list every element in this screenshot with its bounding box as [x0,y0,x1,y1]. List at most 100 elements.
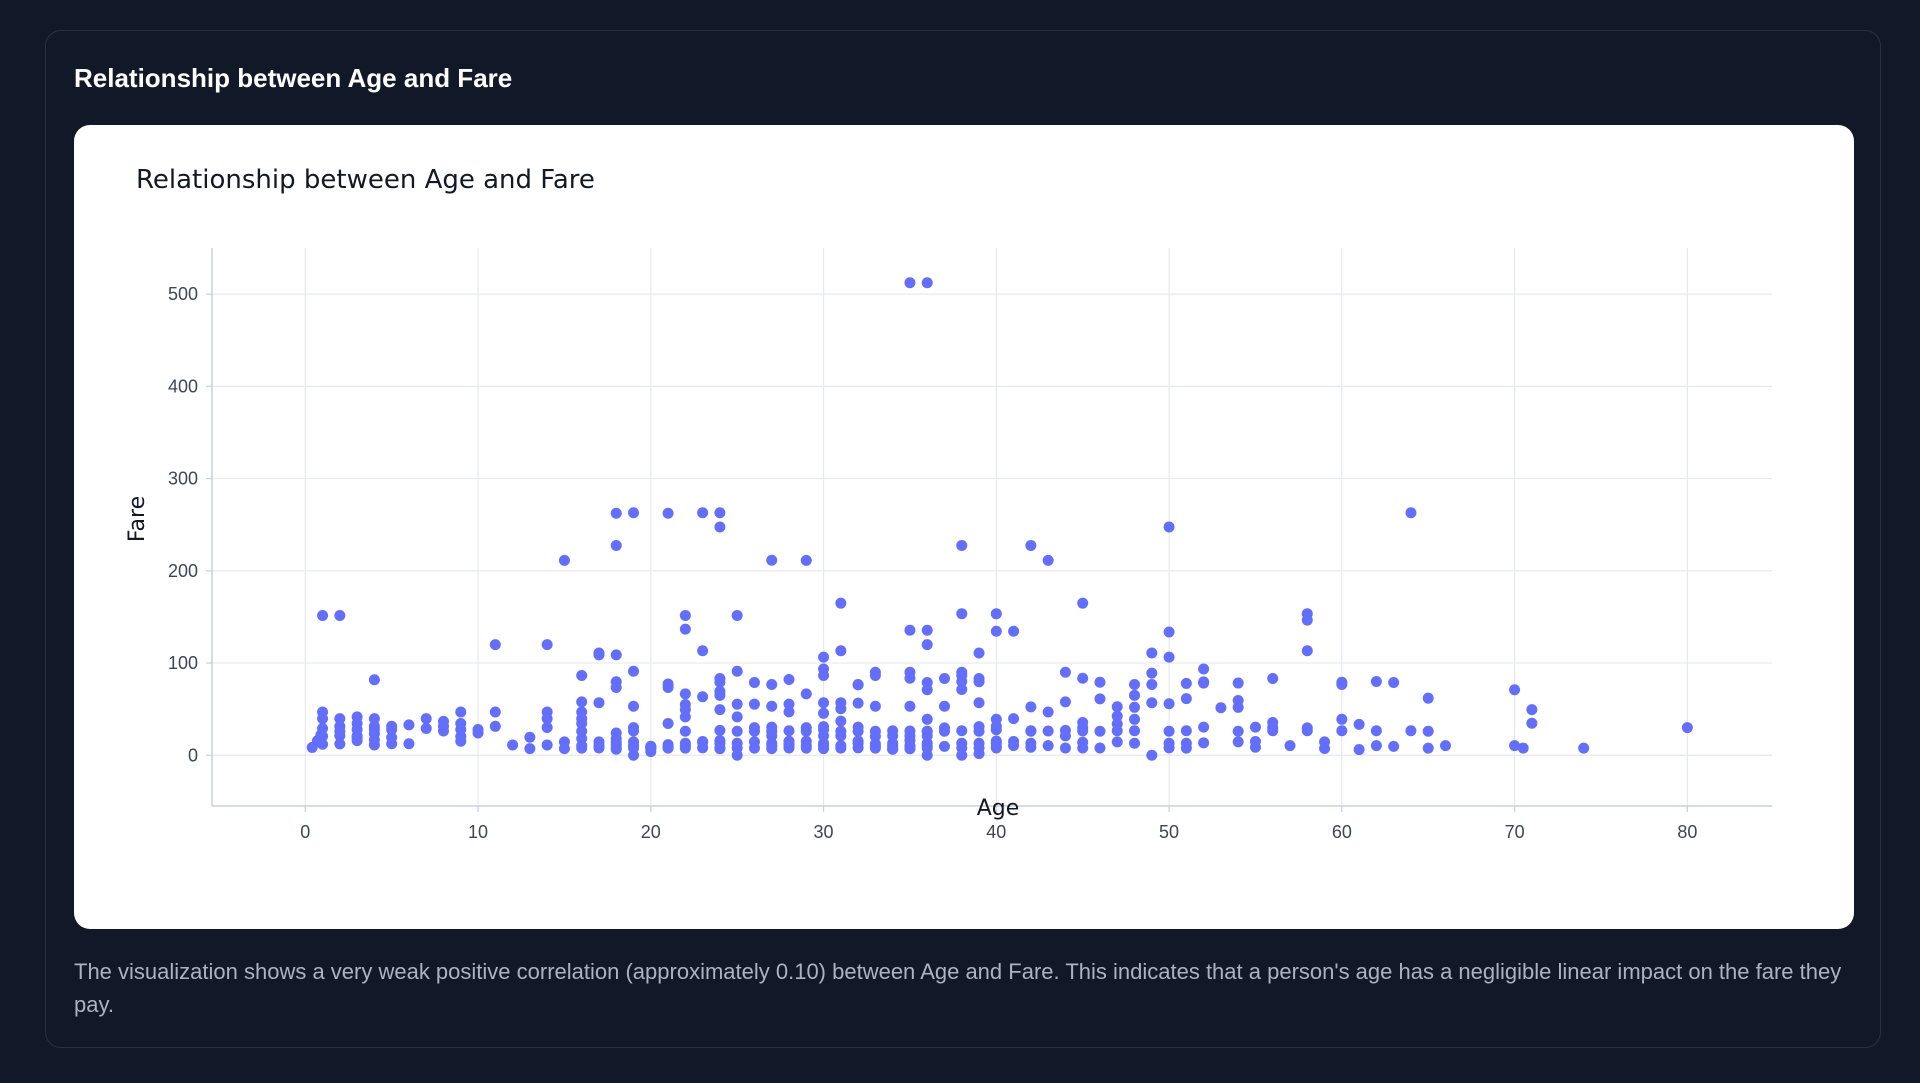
data-point [1146,679,1158,691]
data-point [351,735,363,747]
data-point [679,688,691,700]
data-point [368,739,380,751]
data-point [1180,742,1192,754]
data-point [628,700,640,712]
data-point [1370,725,1382,737]
data-point [766,700,778,712]
data-point [1439,740,1451,752]
data-point [748,698,760,710]
data-point [403,738,415,750]
data-point [1526,704,1538,716]
x-tick-label: 40 [986,822,1006,842]
data-point [800,554,812,566]
data-point [1025,701,1037,713]
data-point [662,718,674,730]
data-point [1163,742,1175,754]
data-point [420,722,432,734]
data-point [731,609,743,621]
chart-title: Relationship between Age and Fare [136,165,595,195]
data-point [386,738,398,750]
data-point [1111,710,1123,722]
data-point [1111,736,1123,748]
data-point [679,609,691,621]
data-point [1094,742,1106,754]
data-point [662,681,674,693]
x-tick-label: 80 [1677,822,1697,842]
data-point [869,742,881,754]
data-point [1180,693,1192,705]
data-point [956,675,968,687]
data-point [1578,742,1590,754]
data-point [1163,725,1175,737]
data-point [489,720,501,732]
data-point [317,730,329,742]
data-point [524,731,536,743]
data-point [697,691,709,703]
data-point [783,698,795,710]
data-point [1180,677,1192,689]
data-point [317,610,329,622]
data-point [662,507,674,519]
data-point [818,669,830,681]
data-point [628,725,640,737]
data-point [921,277,933,289]
data-point [956,725,968,737]
data-point [489,706,501,718]
data-point [610,507,622,519]
data-point [1129,701,1141,713]
data-point [610,681,622,693]
data-point [1059,666,1071,678]
data-point [317,713,329,725]
data-point [835,645,847,657]
data-point [1284,740,1296,752]
data-point [904,672,916,684]
data-point [576,742,588,754]
data-point [334,738,346,750]
data-point [731,698,743,710]
data-point [593,697,605,709]
data-point [1509,740,1521,752]
data-point [1129,713,1141,725]
data-point [766,554,778,566]
data-point [973,647,985,659]
data-point [679,742,691,754]
data-point [1146,749,1158,761]
data-point [1267,725,1279,737]
data-point [766,679,778,691]
data-point [852,742,864,754]
grid-layer [212,248,1772,806]
data-point [1008,740,1020,752]
data-point [835,730,847,742]
data-point [869,700,881,712]
data-point [368,713,380,725]
data-point [904,277,916,289]
data-point [489,639,501,651]
data-point [921,684,933,696]
card-title: Relationship between Age and Fare [74,63,513,93]
data-point [1077,742,1089,754]
data-point [938,740,950,752]
data-point [507,739,519,751]
data-point [420,713,432,725]
data-point [1249,741,1261,753]
data-point [800,725,812,737]
data-point [852,697,864,709]
data-point [990,608,1002,620]
data-point-layer [306,277,1693,761]
data-point [1025,539,1037,551]
data-point [576,718,588,730]
data-point [662,742,674,754]
data-point [973,676,985,688]
y-tick-label: 300 [168,469,198,489]
data-point [1388,740,1400,752]
data-point [990,625,1002,637]
data-point [818,707,830,719]
data-point [921,624,933,636]
data-point [938,725,950,737]
data-point [921,713,933,725]
data-point [1111,701,1123,713]
data-point [1232,736,1244,748]
data-point [714,507,726,519]
data-point [1008,713,1020,725]
data-point [576,696,588,708]
